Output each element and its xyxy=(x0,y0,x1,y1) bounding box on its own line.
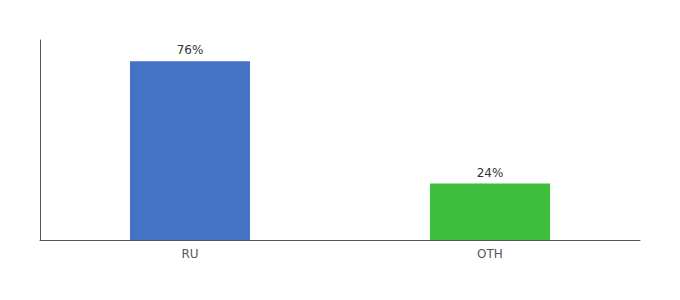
svg-text:RU: RU xyxy=(181,247,198,261)
svg-text:OTH: OTH xyxy=(477,247,503,261)
svg-text:76%: 76% xyxy=(177,43,204,57)
svg-text:24%: 24% xyxy=(477,166,504,180)
